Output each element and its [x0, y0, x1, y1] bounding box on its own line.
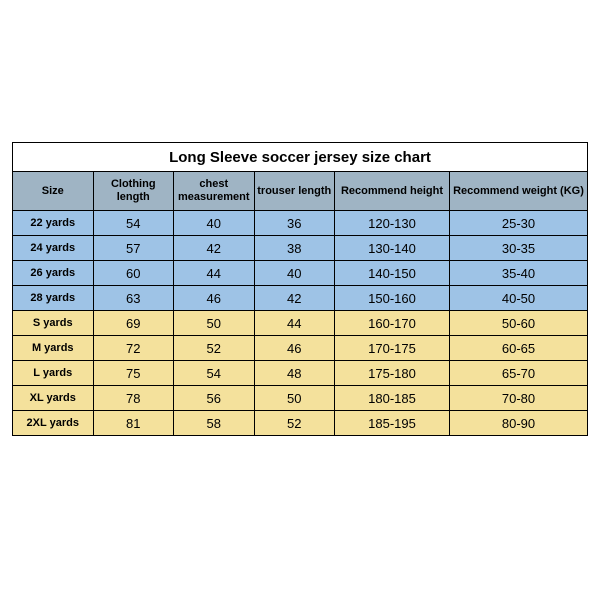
cell-value: 57: [93, 236, 174, 261]
cell-value: 50: [174, 311, 255, 336]
header-size: Size: [13, 172, 94, 211]
cell-size: S yards: [13, 311, 94, 336]
table-row: 26 yards604440140-15035-40: [13, 261, 588, 286]
header-cloth: Clothing length: [93, 172, 174, 211]
cell-value: 140-150: [335, 261, 450, 286]
cell-value: 160-170: [335, 311, 450, 336]
cell-value: 38: [254, 236, 335, 261]
image-canvas: Long Sleeve soccer jersey size chart Siz…: [0, 0, 600, 600]
table-row: 2XL yards815852185-19580-90: [13, 411, 588, 436]
cell-value: 40: [254, 261, 335, 286]
cell-value: 35-40: [450, 261, 588, 286]
table-title: Long Sleeve soccer jersey size chart: [13, 143, 588, 172]
cell-value: 54: [93, 211, 174, 236]
cell-value: 65-70: [450, 361, 588, 386]
cell-value: 46: [254, 336, 335, 361]
table-row: 22 yards544036120-13025-30: [13, 211, 588, 236]
cell-value: 180-185: [335, 386, 450, 411]
cell-value: 44: [254, 311, 335, 336]
cell-value: 52: [254, 411, 335, 436]
cell-value: 42: [254, 286, 335, 311]
cell-size: 26 yards: [13, 261, 94, 286]
table-row: 28 yards634642150-16040-50: [13, 286, 588, 311]
cell-value: 130-140: [335, 236, 450, 261]
table-row: S yards695044160-17050-60: [13, 311, 588, 336]
cell-value: 78: [93, 386, 174, 411]
header-chest: chest measurement: [174, 172, 255, 211]
table-row: 24 yards574238130-14030-35: [13, 236, 588, 261]
cell-value: 69: [93, 311, 174, 336]
cell-value: 175-180: [335, 361, 450, 386]
size-chart-table: Long Sleeve soccer jersey size chart Siz…: [12, 142, 588, 436]
cell-value: 54: [174, 361, 255, 386]
cell-size: 24 yards: [13, 236, 94, 261]
cell-value: 44: [174, 261, 255, 286]
cell-size: 22 yards: [13, 211, 94, 236]
cell-value: 120-130: [335, 211, 450, 236]
cell-size: XL yards: [13, 386, 94, 411]
cell-size: 28 yards: [13, 286, 94, 311]
cell-value: 60: [93, 261, 174, 286]
header-weight: Recommend weight (KG): [450, 172, 588, 211]
cell-value: 72: [93, 336, 174, 361]
table-row: XL yards785650180-18570-80: [13, 386, 588, 411]
cell-value: 81: [93, 411, 174, 436]
cell-value: 170-175: [335, 336, 450, 361]
cell-value: 46: [174, 286, 255, 311]
cell-value: 42: [174, 236, 255, 261]
cell-value: 36: [254, 211, 335, 236]
table-row: M yards725246170-17560-65: [13, 336, 588, 361]
size-chart-wrapper: Long Sleeve soccer jersey size chart Siz…: [12, 142, 588, 436]
cell-value: 56: [174, 386, 255, 411]
cell-value: 70-80: [450, 386, 588, 411]
cell-value: 48: [254, 361, 335, 386]
cell-size: L yards: [13, 361, 94, 386]
header-trouser: trouser length: [254, 172, 335, 211]
cell-size: M yards: [13, 336, 94, 361]
cell-value: 40: [174, 211, 255, 236]
cell-value: 25-30: [450, 211, 588, 236]
cell-value: 80-90: [450, 411, 588, 436]
header-row: Size Clothing length chest measurement t…: [13, 172, 588, 211]
table-body: 22 yards544036120-13025-3024 yards574238…: [13, 211, 588, 436]
cell-value: 58: [174, 411, 255, 436]
cell-value: 60-65: [450, 336, 588, 361]
cell-value: 150-160: [335, 286, 450, 311]
cell-size: 2XL yards: [13, 411, 94, 436]
title-row: Long Sleeve soccer jersey size chart: [13, 143, 588, 172]
cell-value: 40-50: [450, 286, 588, 311]
cell-value: 75: [93, 361, 174, 386]
cell-value: 50-60: [450, 311, 588, 336]
header-height: Recommend height: [335, 172, 450, 211]
cell-value: 30-35: [450, 236, 588, 261]
cell-value: 185-195: [335, 411, 450, 436]
cell-value: 50: [254, 386, 335, 411]
table-row: L yards755448175-18065-70: [13, 361, 588, 386]
table-head: Long Sleeve soccer jersey size chart Siz…: [13, 143, 588, 211]
cell-value: 63: [93, 286, 174, 311]
cell-value: 52: [174, 336, 255, 361]
